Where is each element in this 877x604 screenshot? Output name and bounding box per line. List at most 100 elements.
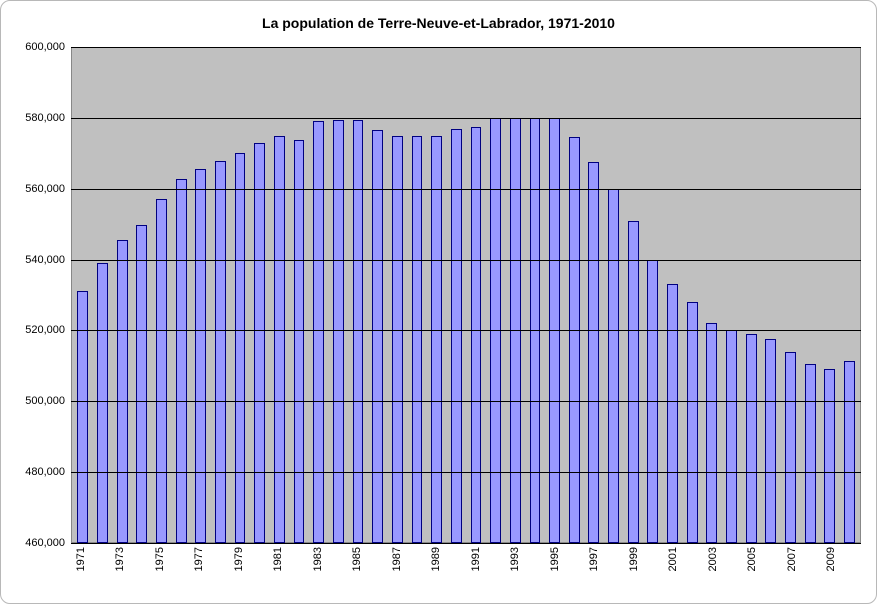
y-tick-label: 520,000 xyxy=(25,324,65,336)
bar-slot xyxy=(525,47,545,543)
bar-slot xyxy=(486,47,506,543)
gridline xyxy=(71,401,861,402)
bar-slot xyxy=(427,47,447,543)
gridline xyxy=(71,118,861,119)
bar xyxy=(785,352,796,543)
y-tick-label: 500,000 xyxy=(25,395,65,407)
bar xyxy=(294,140,305,543)
bar xyxy=(412,136,423,543)
bar-slot xyxy=(132,47,152,543)
bar xyxy=(176,179,187,543)
bar-slot xyxy=(446,47,466,543)
bar xyxy=(608,189,619,543)
x-tick-label: 2009 xyxy=(825,547,837,571)
bar xyxy=(97,263,108,543)
gridline xyxy=(71,543,861,544)
x-tick-label: 2003 xyxy=(707,547,719,571)
bar-slot xyxy=(643,47,663,543)
bar-slot xyxy=(781,47,801,543)
bar-slot xyxy=(407,47,427,543)
x-tick-label: 1977 xyxy=(193,547,205,571)
x-tick-label: 2007 xyxy=(786,547,798,571)
x-tick-label: 1991 xyxy=(470,547,482,571)
bar xyxy=(765,339,776,543)
bar-slot xyxy=(682,47,702,543)
gridline xyxy=(71,472,861,473)
bar-slot xyxy=(250,47,270,543)
bar-slot xyxy=(840,47,860,543)
y-tick-label: 580,000 xyxy=(25,112,65,124)
bar xyxy=(569,137,580,543)
chart-frame: La population de Terre-Neuve-et-Labrador… xyxy=(0,0,877,604)
bar-slot xyxy=(152,47,172,543)
bar xyxy=(588,162,599,543)
bar-slot xyxy=(388,47,408,543)
bar xyxy=(628,221,639,543)
bar-slot xyxy=(702,47,722,543)
gridline xyxy=(71,330,861,331)
x-tick-label: 1995 xyxy=(549,547,561,571)
bar-slot xyxy=(741,47,761,543)
bar-slot xyxy=(270,47,290,543)
x-tick-label: 1989 xyxy=(430,547,442,571)
bar xyxy=(431,136,442,543)
bar-slot xyxy=(761,47,781,543)
bar xyxy=(844,361,855,543)
bar-slot xyxy=(309,47,329,543)
bar xyxy=(254,143,265,543)
bar xyxy=(372,130,383,543)
bar-slot xyxy=(112,47,132,543)
bar-slot xyxy=(820,47,840,543)
bar xyxy=(687,302,698,543)
bar xyxy=(274,136,285,543)
x-axis-labels: 1971197319751977197919811983198519871989… xyxy=(71,545,861,595)
x-tick-label: 1997 xyxy=(588,547,600,571)
chart-title: La population de Terre-Neuve-et-Labrador… xyxy=(1,15,876,31)
bar-slot xyxy=(171,47,191,543)
x-tick-label: 1975 xyxy=(154,547,166,571)
y-tick-label: 600,000 xyxy=(25,41,65,53)
bar-slot xyxy=(545,47,565,543)
bar xyxy=(726,330,737,543)
bar xyxy=(805,364,816,543)
y-tick-label: 460,000 xyxy=(25,537,65,549)
x-tick-label: 1985 xyxy=(351,547,363,571)
x-tick-label: 1973 xyxy=(114,547,126,571)
bar-slot xyxy=(505,47,525,543)
x-tick-label: 2005 xyxy=(746,547,758,571)
y-tick-label: 480,000 xyxy=(25,466,65,478)
y-tick-label: 540,000 xyxy=(25,254,65,266)
bar-slot xyxy=(73,47,93,543)
bar xyxy=(215,161,226,543)
y-tick-label: 560,000 xyxy=(25,183,65,195)
bar-slot xyxy=(348,47,368,543)
bar-slot xyxy=(604,47,624,543)
bars-container xyxy=(71,47,861,543)
bar xyxy=(136,225,147,543)
gridline xyxy=(71,260,861,261)
x-tick-label: 2001 xyxy=(667,547,679,571)
x-tick-label: 1983 xyxy=(312,547,324,571)
x-tick-label: 1993 xyxy=(509,547,521,571)
plot-area: 460,000480,000500,000520,000540,000560,0… xyxy=(71,47,861,543)
x-tick-label: 1999 xyxy=(628,547,640,571)
bar xyxy=(392,136,403,543)
bar-slot xyxy=(191,47,211,543)
bar xyxy=(451,129,462,544)
bar xyxy=(313,121,324,543)
bar xyxy=(195,169,206,543)
bar xyxy=(824,369,835,543)
bar-slot xyxy=(289,47,309,543)
bar xyxy=(706,323,717,543)
bar xyxy=(235,153,246,543)
bar-slot xyxy=(800,47,820,543)
bar-slot xyxy=(329,47,349,543)
x-tick-label: 1979 xyxy=(233,547,245,571)
bar-slot xyxy=(663,47,683,543)
bar xyxy=(117,240,128,543)
bar xyxy=(746,334,757,543)
x-tick-label: 1971 xyxy=(75,547,87,571)
x-tick-label: 1987 xyxy=(391,547,403,571)
bar-slot xyxy=(211,47,231,543)
bar-slot xyxy=(466,47,486,543)
